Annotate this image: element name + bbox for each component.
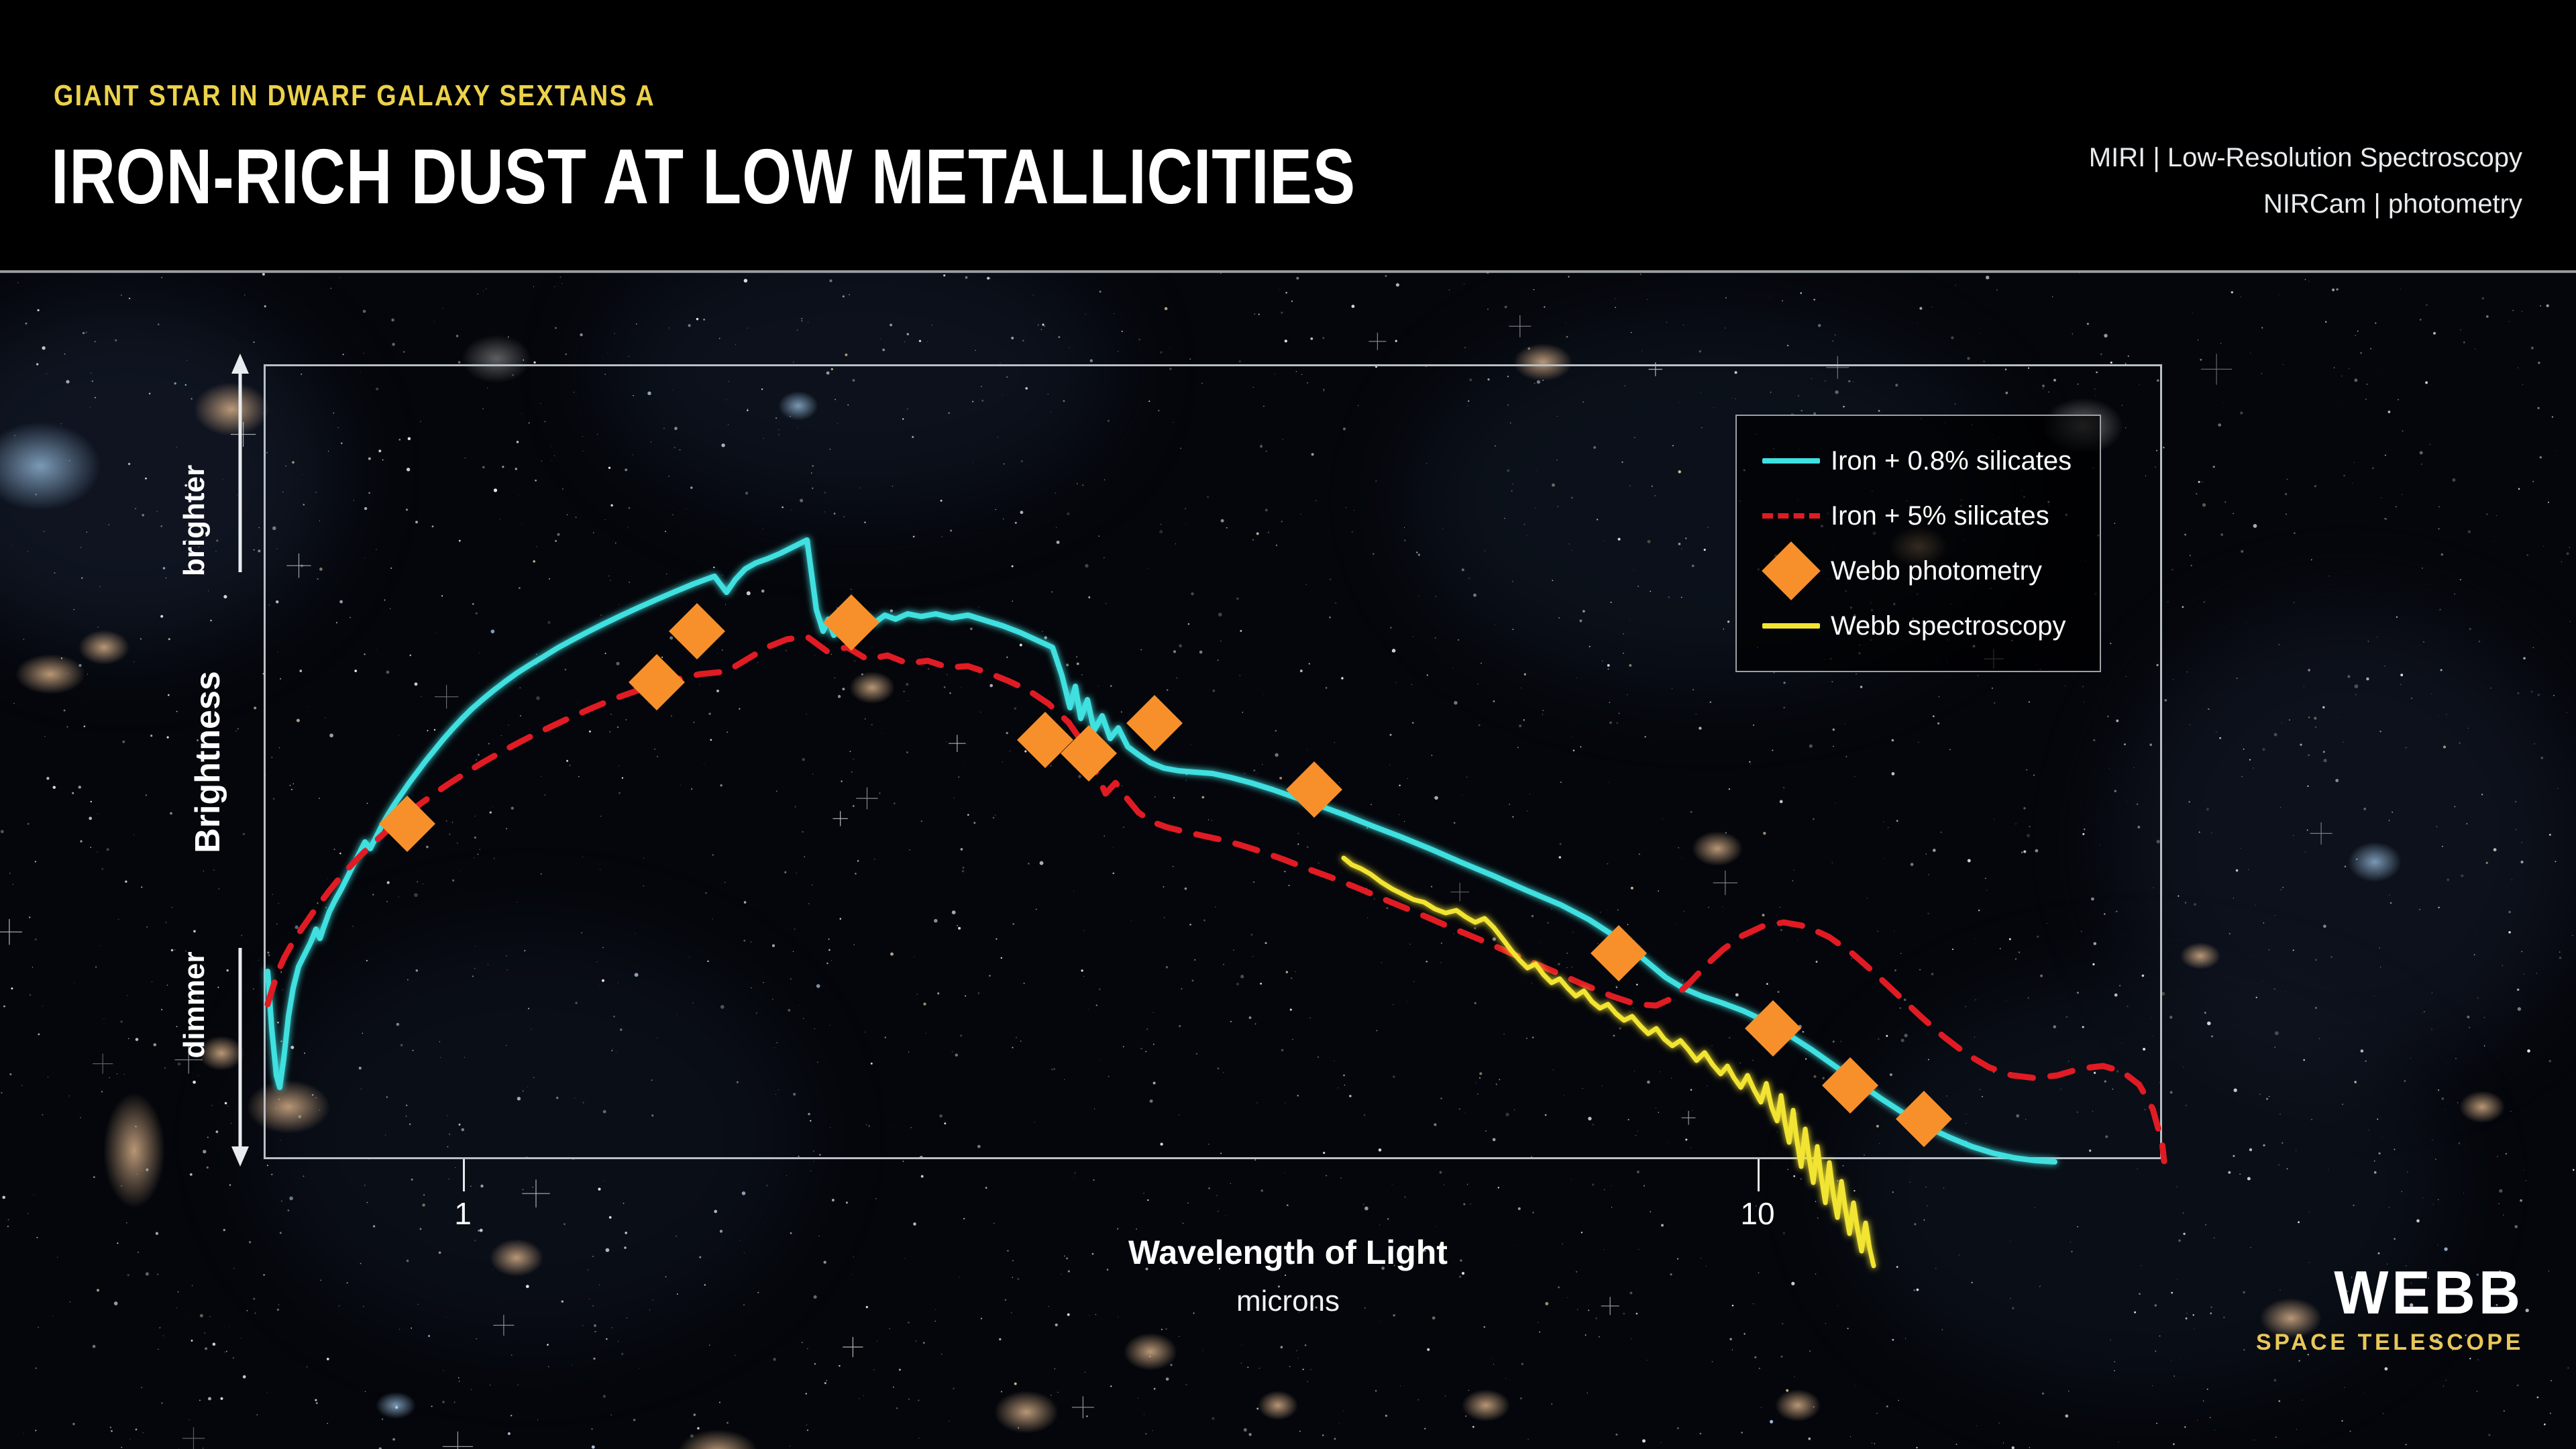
photometry-marker[interactable] (1286, 761, 1342, 818)
legend-swatch-solid-cyan-icon (1752, 458, 1831, 464)
y-axis-title: Brightness (189, 670, 227, 853)
photometry-marker[interactable] (1822, 1057, 1878, 1114)
photometry-marker[interactable] (1126, 695, 1183, 751)
y-axis-group: brighter dimmer Brightness (168, 354, 255, 1167)
chart-legend: Iron + 0.8% silicates Iron + 5% silicate… (1735, 415, 2101, 672)
series-iron-5-silicates (264, 633, 2167, 1165)
legend-label: Iron + 5% silicates (1831, 500, 2049, 531)
y-axis-dimmer-label: dimmer (178, 951, 211, 1059)
x-axis-title: Wavelength of Light (1128, 1234, 1448, 1271)
y-axis-arrow-icon (231, 354, 249, 1167)
logo-subtitle: SPACE TELESCOPE (2256, 1329, 2524, 1355)
legend-swatch-dashed-red-icon (1752, 513, 1831, 519)
x-axis-tick-1 (463, 1159, 465, 1191)
legend-swatch-diamond-icon (1752, 541, 1831, 600)
eyebrow-subtitle: GIANT STAR IN DWARF GALAXY SEXTANS A (54, 79, 655, 112)
legend-item-webb-spectroscopy[interactable]: Webb spectroscopy (1752, 598, 2082, 653)
instrument-line-miri: MIRI | Low-Resolution Spectroscopy (2088, 143, 2522, 172)
legend-label: Iron + 0.8% silicates (1831, 445, 2072, 476)
y-axis-brighter-label: brighter (178, 464, 211, 577)
photometry-marker[interactable] (1591, 925, 1647, 981)
plot-curves (264, 537, 2167, 1269)
deep-field-background (0, 272, 2576, 1449)
webb-logo: WEBB SPACE TELESCOPE (2256, 1258, 2524, 1356)
logo-wordmark: WEBB (2334, 1258, 2524, 1328)
legend-label: Webb photometry (1831, 555, 2042, 586)
spectrum-plot-frame (264, 364, 2167, 1269)
photometry-marker[interactable] (669, 603, 725, 659)
legend-item-webb-photometry[interactable]: Webb photometry (1752, 541, 2082, 600)
legend-item-iron-08-silicates[interactable]: Iron + 0.8% silicates (1752, 433, 2082, 488)
photometry-marker[interactable] (629, 654, 685, 710)
photometry-marker[interactable] (823, 594, 879, 651)
instrument-line-nircam: NIRCam | photometry (2263, 189, 2522, 219)
x-axis-tick-label-1: 1 (454, 1196, 472, 1231)
series-webb-spectroscopy (1341, 855, 1876, 1269)
header-bar: GIANT STAR IN DWARF GALAXY SEXTANS A IRO… (0, 0, 2576, 273)
galaxy-field (0, 335, 2505, 1449)
photometry-marker[interactable] (1061, 725, 1117, 782)
photometry-marker[interactable] (379, 796, 435, 852)
photometry-marker[interactable] (1017, 712, 1073, 768)
legend-item-iron-5-silicates[interactable]: Iron + 5% silicates (1752, 488, 2082, 543)
page-title: IRON-RICH DUST AT LOW METALLICITIES (51, 133, 1356, 220)
x-axis-tick-10 (1758, 1159, 1760, 1191)
photometry-marker[interactable] (1896, 1091, 1952, 1147)
photometry-marker[interactable] (1745, 1000, 1801, 1057)
x-axis-tick-label-10: 10 (1740, 1196, 1775, 1231)
legend-label: Webb spectroscopy (1831, 610, 2066, 641)
star-field (0, 272, 2575, 1449)
x-axis-unit-label: microns (1236, 1285, 1340, 1318)
legend-swatch-solid-yellow-icon (1752, 623, 1831, 629)
header-divider (0, 270, 2576, 273)
